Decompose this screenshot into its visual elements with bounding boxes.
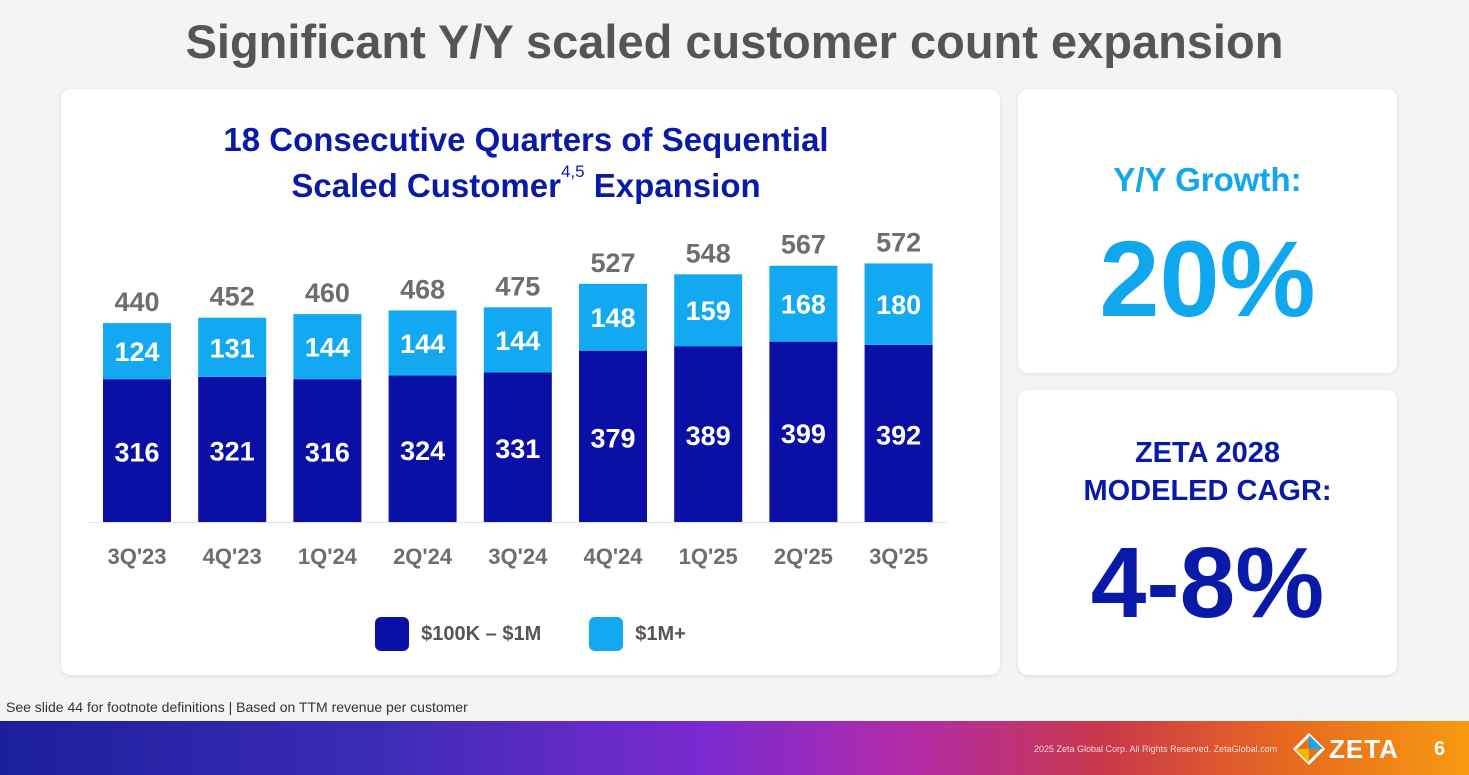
zeta-logo-text: ZETA (1329, 733, 1399, 764)
bar-1m-plus (103, 323, 171, 380)
data-label-total: 475 (495, 271, 540, 301)
data-label-total: 548 (686, 238, 731, 268)
data-label-1m-plus: 159 (686, 296, 731, 326)
bar-100k-1m (293, 379, 362, 522)
chart-card: 18 Consecutive Quarters of Sequential Sc… (61, 89, 1000, 675)
data-label-100k-1m: 321 (210, 436, 255, 466)
chart-title-line2-end: Expansion (584, 167, 761, 204)
data-label-100k-1m: 316 (114, 438, 159, 468)
bar-100k-1m (103, 379, 171, 522)
bar-100k-1m (864, 344, 933, 522)
footer-band (0, 721, 1469, 775)
data-label-1m-plus: 124 (114, 337, 159, 367)
slide-title: Significant Y/Y scaled customer count ex… (185, 15, 1284, 68)
chart-title-line1: 18 Consecutive Quarters of Sequential (223, 121, 829, 158)
data-label-1m-plus: 168 (781, 290, 826, 320)
x-tick-label: 4Q'23 (203, 544, 262, 569)
x-tick-label: 1Q'24 (298, 544, 358, 569)
legend-item-1m-plus: $1M+ (589, 617, 686, 651)
data-label-1m-plus: 180 (876, 290, 921, 320)
data-label-total: 440 (114, 287, 159, 317)
chart-title-line2: Scaled Customer4,5 Expansion (61, 163, 991, 209)
bar-1m-plus (674, 274, 743, 347)
data-label-100k-1m: 392 (876, 420, 921, 450)
growth-label: Y/Y Growth: (1113, 161, 1302, 198)
data-label-total: 572 (876, 227, 921, 257)
legend-item-100k-1m: $100K – $1M (375, 617, 541, 651)
data-label-1m-plus: 131 (210, 333, 255, 363)
chart-title-superscript: 4,5 (560, 162, 585, 181)
bar-1m-plus (198, 317, 267, 377)
data-label-100k-1m: 316 (305, 438, 350, 468)
bar-1m-plus (579, 283, 647, 351)
data-label-1m-plus: 144 (495, 326, 540, 356)
footnote: See slide 44 for footnote definitions | … (6, 699, 468, 715)
x-tick-label: 3Q'24 (488, 544, 548, 569)
x-tick-label: 2Q'25 (774, 544, 833, 569)
data-label-total: 527 (590, 248, 635, 278)
bar-100k-1m (769, 341, 838, 522)
copyright-text: 2025 Zeta Global Corp. All Rights Reserv… (1034, 744, 1278, 754)
data-label-total: 468 (400, 274, 445, 304)
zeta-logo-icon (1293, 733, 1325, 765)
data-label-total: 460 (305, 278, 350, 308)
bar-1m-plus (769, 265, 838, 342)
cagr-card: ZETA 2028 MODELED CAGR: 4-8% (1018, 390, 1397, 675)
legend-label-100k-1m: $100K – $1M (421, 622, 542, 645)
data-label-100k-1m: 389 (686, 421, 731, 451)
x-tick-label: 1Q'25 (679, 544, 738, 569)
bar-chart: 316 124 440 3Q'23 321 131 452 4Q'23 316 144 460 1Q'… (89, 227, 947, 569)
x-tick-label: 3Q'25 (869, 544, 928, 569)
x-tick-label: 3Q'23 (107, 544, 166, 569)
data-label-total: 567 (781, 230, 826, 260)
bar-100k-1m (579, 350, 647, 522)
cagr-value: 4-8% (1090, 527, 1325, 639)
chart-title-line2-start: Scaled Customer (291, 167, 561, 204)
zeta-logo: ZETA (1293, 733, 1399, 765)
data-label-total: 452 (210, 282, 255, 312)
data-label-100k-1m: 379 (590, 423, 635, 453)
data-label-1m-plus: 144 (400, 329, 445, 359)
bar-1m-plus (388, 310, 457, 376)
data-label-1m-plus: 148 (590, 303, 635, 333)
bar-1m-plus (293, 314, 362, 380)
chart-legend: $100K – $1M $1M+ (61, 617, 1000, 651)
data-label-100k-1m: 399 (781, 419, 826, 449)
legend-label-1m-plus: $1M+ (635, 622, 686, 645)
page-number: 6 (1434, 738, 1446, 760)
growth-card: Y/Y Growth: 20% (1018, 89, 1397, 373)
bar-100k-1m (483, 372, 552, 522)
cagr-label: ZETA 2028 MODELED CAGR: (1083, 437, 1332, 507)
chart-title: 18 Consecutive Quarters of Sequential Sc… (61, 117, 991, 209)
legend-swatch-1m-plus (589, 617, 624, 651)
x-tick-label: 4Q'24 (583, 544, 643, 569)
bar-1m-plus (864, 263, 933, 345)
bar-100k-1m (198, 376, 267, 522)
bar-100k-1m (388, 375, 457, 522)
data-label-1m-plus: 144 (305, 333, 350, 363)
legend-swatch-100k-1m (375, 617, 410, 651)
x-tick-label: 2Q'24 (393, 544, 453, 569)
growth-value: 20% (1099, 218, 1316, 339)
bar-100k-1m (674, 346, 743, 522)
bar-1m-plus (483, 307, 552, 373)
data-label-100k-1m: 331 (495, 434, 540, 464)
data-label-100k-1m: 324 (400, 436, 445, 466)
